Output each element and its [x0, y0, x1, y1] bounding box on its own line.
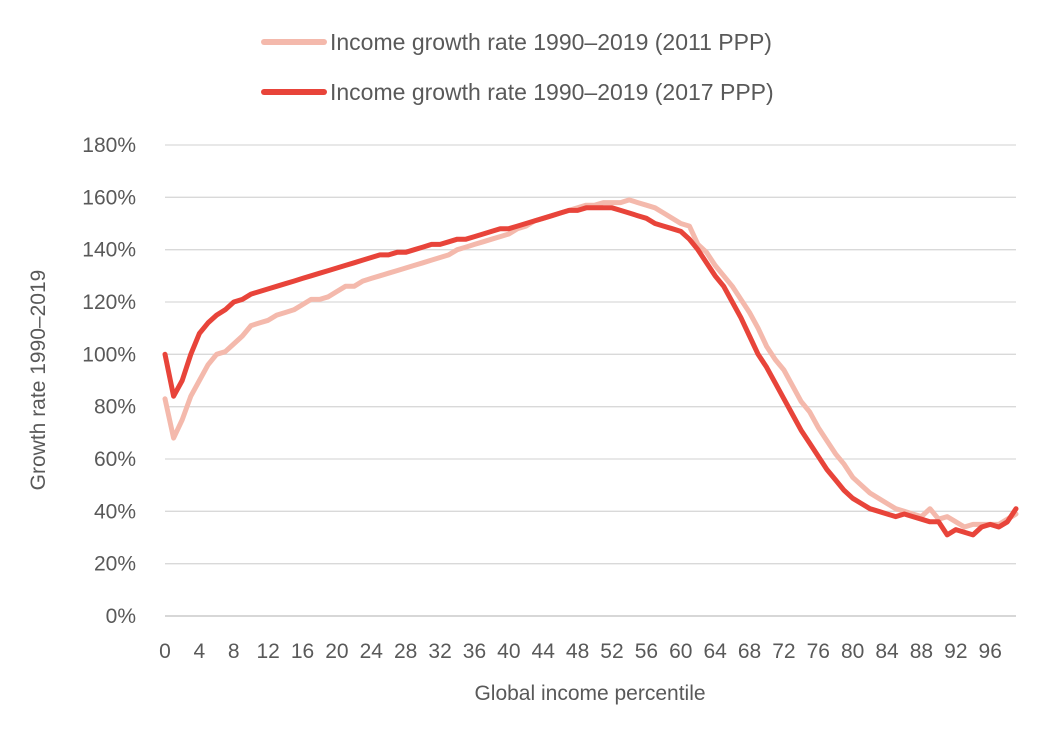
x-tick-label: 12: [256, 640, 279, 663]
y-tick-label: 160%: [82, 186, 136, 209]
series-line-1: [162, 197, 1019, 530]
x-tick-label: 52: [600, 640, 623, 663]
x-tick-label: 24: [360, 640, 384, 663]
y-tick-label: 180%: [82, 134, 136, 157]
y-tick-label: 0%: [106, 605, 136, 628]
x-tick-label: 40: [497, 640, 520, 663]
series-lines: [162, 197, 1019, 538]
y-tick-label: 20%: [94, 553, 136, 576]
x-tick-label: 56: [635, 640, 658, 663]
y-tick-label: 40%: [94, 500, 136, 523]
x-tick-label: 88: [910, 640, 933, 663]
x-tick-label: 28: [394, 640, 417, 663]
x-tick-label: 96: [979, 640, 1002, 663]
x-tick-label: 0: [159, 640, 171, 663]
legend: Income growth rate 1990–2019 (2011 PPP) I…: [261, 29, 774, 105]
y-tick-label: 100%: [82, 343, 136, 366]
x-tick-label: 84: [875, 640, 899, 663]
x-tick-label: 36: [463, 640, 486, 663]
x-tick-label: 64: [703, 640, 727, 663]
y-axis-ticks: 0% 20% 40% 60% 80% 100% 120% 140% 160% 180%: [82, 134, 136, 628]
legend-label: Income growth rate 1990–2019 (2017 PPP): [330, 79, 774, 105]
x-tick-label: 76: [807, 640, 830, 663]
x-tick-label: 32: [428, 640, 451, 663]
y-tick-label: 120%: [82, 291, 136, 314]
x-tick-label: 60: [669, 640, 692, 663]
x-axis-ticks: 0 4 8 12 16 20 24 28 32 36 40 44 48 52 56 60 64 68 72 76 80 8…: [159, 640, 1002, 663]
y-axis-title: Growth rate 1990–2019: [27, 270, 50, 491]
series-line-2: [162, 205, 1019, 538]
y-tick-label: 60%: [94, 448, 136, 471]
x-tick-label: 4: [194, 640, 206, 663]
x-tick-label: 92: [944, 640, 967, 663]
x-tick-label: 48: [566, 640, 589, 663]
gridlines: [165, 144, 1016, 617]
x-tick-label: 72: [772, 640, 795, 663]
x-tick-label: 16: [291, 640, 314, 663]
x-axis-title: Global income percentile: [474, 682, 705, 705]
x-tick-label: 80: [841, 640, 864, 663]
x-tick-label: 20: [325, 640, 348, 663]
y-tick-label: 80%: [94, 396, 136, 419]
x-tick-label: 8: [228, 640, 240, 663]
legend-label: Income growth rate 1990–2019 (2011 PPP): [330, 29, 772, 55]
x-tick-label: 68: [738, 640, 761, 663]
x-tick-label: 44: [532, 640, 556, 663]
y-tick-label: 140%: [82, 239, 136, 262]
